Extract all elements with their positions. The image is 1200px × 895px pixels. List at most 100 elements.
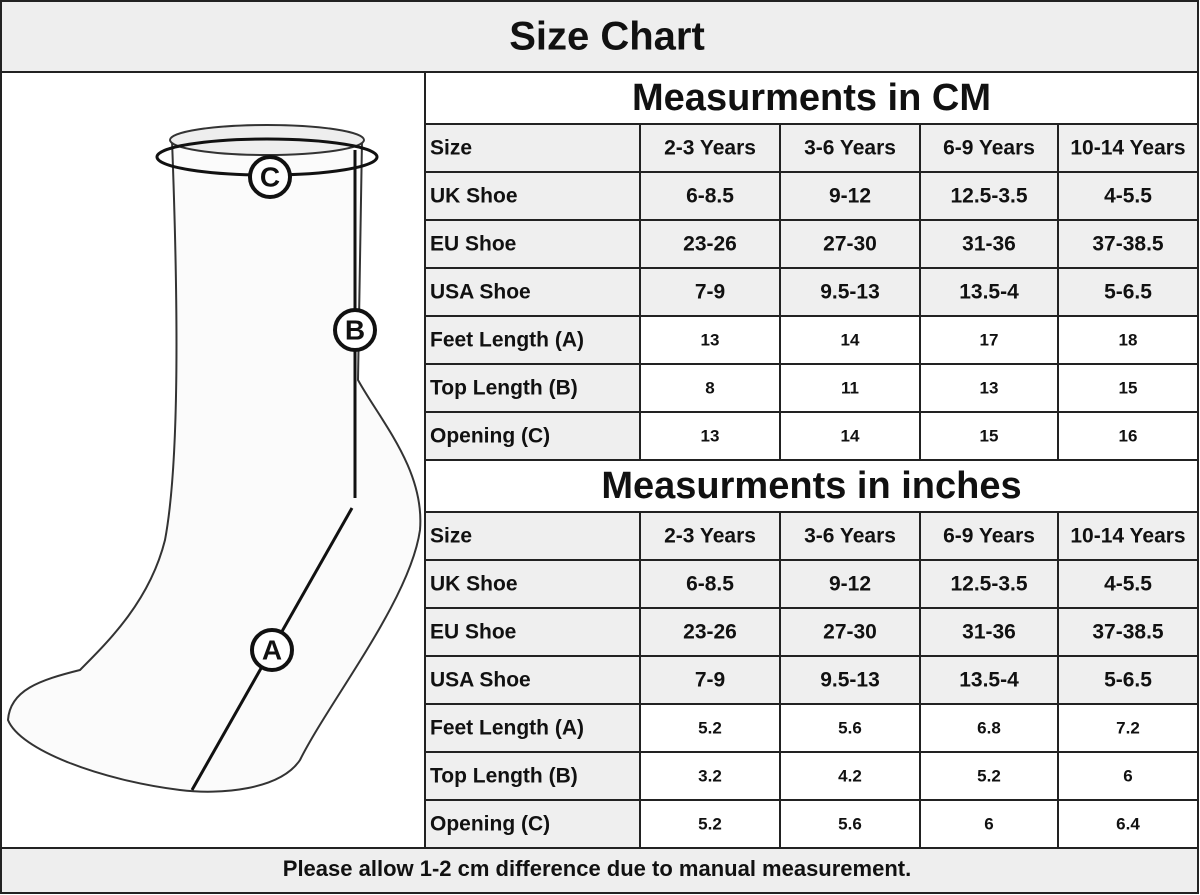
- cell-value: 3-6 Years: [804, 137, 896, 160]
- cell: [779, 703, 921, 753]
- cell-value: 8: [705, 378, 714, 397]
- cell-value: 7-9: [695, 669, 725, 692]
- row-label: USA Shoe: [430, 281, 531, 304]
- row-label: Top Length (B): [430, 765, 578, 788]
- cell-value: 5.2: [698, 814, 722, 833]
- cell-value: 2-3 Years: [664, 137, 756, 160]
- cell: [779, 751, 921, 801]
- cell: [779, 123, 921, 173]
- cell-value: 10-14 Years: [1070, 137, 1185, 160]
- cell: [779, 511, 921, 561]
- cell: [424, 799, 641, 849]
- row-label: UK Shoe: [430, 573, 518, 596]
- cell-value: 6: [1123, 766, 1132, 785]
- cell-value: 2-3 Years: [664, 525, 756, 548]
- cell-value: 31-36: [962, 621, 1016, 644]
- cell-value: 13: [701, 330, 720, 349]
- cell: [424, 219, 641, 269]
- figure-label: C: [260, 161, 280, 192]
- row-label: Opening (C): [430, 813, 550, 836]
- cell-value: 23-26: [683, 621, 737, 644]
- cell: [639, 315, 781, 365]
- cell-value: 13: [701, 426, 720, 445]
- cell: [919, 655, 1059, 705]
- cell: [1057, 171, 1199, 221]
- cell-value: 12.5-3.5: [950, 573, 1027, 596]
- row-label: EU Shoe: [430, 621, 516, 644]
- cell-value: 4-5.5: [1104, 573, 1152, 596]
- cell-value: 18: [1119, 330, 1138, 349]
- cell-value: 14: [841, 330, 860, 349]
- cell: [424, 511, 641, 561]
- title-bar: [0, 0, 1199, 73]
- cell-value: 14: [841, 426, 860, 445]
- cell-value: 6-8.5: [686, 573, 734, 596]
- cell: [779, 799, 921, 849]
- cell-value: 13.5-4: [959, 669, 1019, 692]
- title: Size Chart: [509, 15, 705, 59]
- cell: [919, 267, 1059, 317]
- cell: [1057, 511, 1199, 561]
- cell: [919, 411, 1059, 461]
- cell-value: 4-5.5: [1104, 185, 1152, 208]
- row-label: Size: [430, 525, 472, 548]
- row-label: Top Length (B): [430, 377, 578, 400]
- cell: [779, 267, 921, 317]
- cell: [1057, 363, 1199, 413]
- cell: [1057, 607, 1199, 657]
- cell-value: 6-9 Years: [943, 137, 1035, 160]
- cell-value: 6-8.5: [686, 185, 734, 208]
- cell: [919, 559, 1059, 609]
- cell: [424, 655, 641, 705]
- cell: [779, 171, 921, 221]
- row-label: UK Shoe: [430, 185, 518, 208]
- cell: [424, 315, 641, 365]
- sock-figure: C B A: [6, 124, 422, 793]
- cell-value: 5.6: [838, 718, 862, 737]
- cell: [424, 123, 641, 173]
- figure-label: B: [345, 314, 365, 345]
- cell-value: 31-36: [962, 233, 1016, 256]
- figure-label: A: [262, 634, 282, 665]
- cell: [424, 363, 641, 413]
- cell: [919, 799, 1059, 849]
- cell: [639, 703, 781, 753]
- section-header: [424, 71, 1199, 125]
- cell-value: 27-30: [823, 621, 877, 644]
- cell-value: 5-6.5: [1104, 669, 1152, 692]
- cell-value: 13.5-4: [959, 281, 1019, 304]
- cell-value: 7.2: [1116, 718, 1140, 737]
- cell-value: 6: [984, 814, 993, 833]
- section-title: Measurments in CM: [632, 77, 991, 119]
- row-label: Feet Length (A): [430, 717, 584, 740]
- cell-value: 15: [980, 426, 999, 445]
- section-title: Measurments in inches: [601, 465, 1021, 507]
- cell: [1057, 267, 1199, 317]
- cell: [1057, 559, 1199, 609]
- row-label: EU Shoe: [430, 233, 516, 256]
- row-label: USA Shoe: [430, 669, 531, 692]
- cell: [1057, 655, 1199, 705]
- cell-value: 3.2: [698, 766, 722, 785]
- cell: [1057, 703, 1199, 753]
- cell-value: 4.2: [838, 766, 862, 785]
- cell: [639, 751, 781, 801]
- cell-value: 6.8: [977, 718, 1001, 737]
- cell-value: 6-9 Years: [943, 525, 1035, 548]
- cell: [779, 411, 921, 461]
- cell-value: 15: [1119, 378, 1138, 397]
- cell-value: 16: [1119, 426, 1138, 445]
- cell-value: 9.5-13: [820, 669, 880, 692]
- cell-value: 6.4: [1116, 814, 1140, 833]
- footer-note: Please allow 1-2 cm difference due to ma…: [283, 856, 911, 881]
- cell: [424, 703, 641, 753]
- row-label: Feet Length (A): [430, 329, 584, 352]
- cell-value: 5.2: [698, 718, 722, 737]
- cell-value: 11: [841, 378, 859, 397]
- cell: [919, 751, 1059, 801]
- cell: [1057, 411, 1199, 461]
- cell: [639, 267, 781, 317]
- cell-value: 23-26: [683, 233, 737, 256]
- cell: [1057, 799, 1199, 849]
